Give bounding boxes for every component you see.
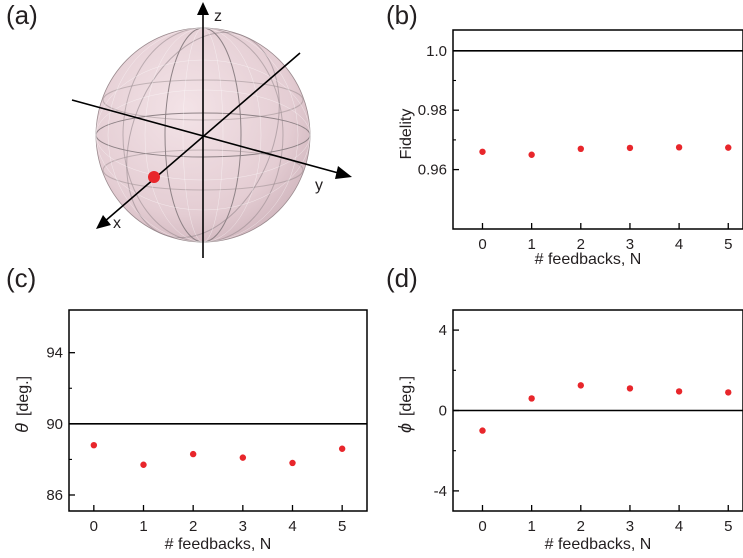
x-tick-label: 3 bbox=[626, 236, 634, 253]
panel-b: (b) 1.0 0.98 0.96 0 1 2 3 4 5 # feedbacks, N Fi… bbox=[386, 0, 743, 268]
data-points-c bbox=[90, 441, 346, 468]
x-arrowhead bbox=[96, 215, 111, 229]
y-axis-title-d: ϕ [deg.] bbox=[395, 376, 415, 433]
plot-frame-b bbox=[452, 29, 743, 230]
y-axis-unit-c: [deg.] bbox=[15, 376, 32, 416]
y-tick-labels-d: 4 0 -4 bbox=[434, 322, 447, 500]
z-axis-label: z bbox=[214, 8, 222, 25]
bloch-axes bbox=[71, 10, 343, 258]
tick-marks-c bbox=[69, 352, 343, 511]
y-tick-label: 0 bbox=[439, 403, 447, 420]
y-tick-label: 1.0 bbox=[426, 43, 447, 60]
panel-c: (c) 94 90 86 0 1 2 3 4 5 # feedbacks, N θ [deg.… bbox=[6, 263, 368, 553]
x-tick-label: 5 bbox=[724, 236, 732, 253]
x-tick-label: 1 bbox=[527, 518, 535, 535]
data-point bbox=[289, 459, 296, 467]
panel-label-a: (a) bbox=[6, 0, 38, 30]
x-tick-label: 2 bbox=[577, 518, 585, 535]
data-point bbox=[479, 148, 486, 155]
y-axis bbox=[71, 99, 343, 175]
z-arrowhead bbox=[197, 2, 209, 15]
x-axis-title-d: # feedbacks, N bbox=[545, 536, 652, 553]
x-tick-label: 4 bbox=[675, 236, 683, 253]
x-tick-label: 5 bbox=[724, 518, 732, 535]
data-point bbox=[725, 144, 732, 151]
data-point bbox=[140, 461, 147, 468]
data-points-b bbox=[479, 144, 732, 158]
tick-marks-b bbox=[453, 50, 729, 229]
x-tick-label: 4 bbox=[675, 518, 683, 535]
x-axis-title-c: # feedbacks, N bbox=[165, 536, 272, 553]
x-tick-labels-d: 0 1 2 3 4 5 bbox=[478, 518, 732, 535]
y-axis-label: y bbox=[315, 177, 323, 194]
x-tick-label: 0 bbox=[478, 236, 486, 253]
x-tick-label: 2 bbox=[577, 236, 585, 253]
data-point bbox=[626, 385, 634, 392]
y-tick-label: 0.96 bbox=[418, 162, 447, 179]
y-axis-symbol-d: ϕ bbox=[395, 423, 415, 433]
data-point bbox=[479, 427, 486, 434]
data-point bbox=[528, 395, 535, 402]
data-points-d bbox=[479, 382, 732, 434]
y-tick-label: 90 bbox=[46, 416, 63, 433]
x-tick-label: 0 bbox=[478, 518, 486, 535]
y-axis-symbol-c: θ bbox=[12, 423, 32, 433]
panel-d: (d) 4 0 -4 0 1 2 3 4 5 # feedbacks, N ϕ [deg.] bbox=[386, 263, 743, 553]
x-tick-label: 3 bbox=[239, 518, 247, 535]
y-axis-unit-d: [deg.] bbox=[398, 376, 415, 416]
data-point bbox=[675, 144, 683, 151]
plot-frame-c bbox=[68, 309, 368, 512]
y-tick-label: 0.98 bbox=[418, 102, 447, 119]
x-axis-title-b: # feedbacks, N bbox=[535, 251, 642, 268]
data-point bbox=[90, 441, 98, 449]
x-axis-label: x bbox=[113, 215, 121, 232]
x-tick-label: 5 bbox=[338, 518, 346, 535]
state-point bbox=[148, 171, 160, 183]
y-tick-label: 94 bbox=[46, 345, 63, 362]
x-tick-label: 4 bbox=[288, 518, 296, 535]
y-arrowhead bbox=[335, 166, 352, 179]
data-point bbox=[338, 445, 346, 452]
y-tick-label: 86 bbox=[46, 487, 63, 504]
data-point bbox=[239, 454, 247, 461]
data-point bbox=[528, 151, 535, 158]
data-point bbox=[725, 389, 732, 396]
data-point bbox=[577, 382, 584, 389]
panel-label-d: (d) bbox=[386, 263, 418, 293]
data-point bbox=[577, 145, 584, 153]
x-tick-label: 1 bbox=[139, 518, 147, 535]
data-point bbox=[675, 388, 683, 395]
x-tick-label: 0 bbox=[90, 518, 98, 535]
x-tick-label: 1 bbox=[527, 236, 535, 253]
panel-label-b: (b) bbox=[386, 0, 418, 30]
y-axis-title-b: Fidelity bbox=[398, 109, 415, 160]
tick-marks-d bbox=[453, 329, 729, 511]
panel-label-c: (c) bbox=[6, 263, 36, 293]
data-point bbox=[626, 144, 634, 152]
y-tick-label: 4 bbox=[439, 322, 447, 339]
x-tick-label: 2 bbox=[189, 518, 197, 535]
x-tick-labels-c: 0 1 2 3 4 5 bbox=[90, 518, 347, 535]
data-point bbox=[189, 450, 197, 458]
y-tick-labels-c: 94 90 86 bbox=[46, 345, 63, 504]
panel-a: (a) bbox=[6, 0, 352, 258]
y-axis-title-c: θ [deg.] bbox=[12, 376, 32, 433]
x-axis bbox=[103, 52, 301, 223]
x-tick-labels-b: 0 1 2 3 4 5 bbox=[478, 236, 732, 253]
x-tick-label: 3 bbox=[626, 518, 634, 535]
y-tick-label: -4 bbox=[434, 483, 447, 500]
y-tick-labels-b: 1.0 0.98 0.96 bbox=[418, 43, 447, 179]
